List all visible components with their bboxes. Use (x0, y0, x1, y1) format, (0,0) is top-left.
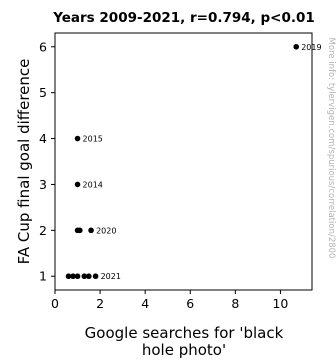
data-point-label: 2020 (96, 226, 116, 235)
x-tick-label: 8 (231, 296, 239, 311)
y-axis-label: FA Cup final goal difference (15, 59, 33, 265)
y-tick-label: 3 (39, 177, 47, 192)
x-axis-label-line-2: hole photo' (142, 341, 226, 359)
y-tick-label: 2 (39, 223, 47, 238)
y-axis: 1 2 3 4 5 6 (39, 39, 55, 284)
x-tick-label: 0 (51, 296, 59, 311)
data-point-label: 2015 (83, 135, 103, 144)
data-point (74, 181, 81, 188)
data-point (76, 227, 83, 234)
data-point-label: 2021 (101, 272, 121, 281)
data-point (70, 273, 76, 280)
data-point (65, 273, 72, 280)
data-point (92, 273, 99, 280)
x-axis: 0 2 4 6 8 10 (51, 290, 288, 311)
y-tick-label: 6 (39, 39, 47, 54)
data-point-label: 2014 (83, 180, 103, 189)
x-tick-label: 10 (272, 296, 288, 311)
y-tick-label: 1 (39, 269, 47, 284)
watermark-text: More info: tylervigen.com/spurious/corre… (326, 38, 336, 259)
y-tick-label: 4 (39, 131, 47, 146)
data-point (86, 273, 92, 280)
data-points: 2021 2020 2014 2015 2019 (65, 43, 322, 281)
y-tick-label: 5 (39, 85, 47, 100)
data-point (81, 273, 88, 280)
data-point-label: 2019 (301, 43, 321, 52)
x-tick-label: 2 (96, 296, 104, 311)
plot-area-frame (54, 32, 313, 291)
x-tick-label: 4 (141, 296, 149, 311)
data-point (88, 227, 94, 234)
chart-title: Years 2009-2021, r=0.794, p<0.01 (52, 10, 315, 26)
x-axis-label-line-1: Google searches for 'black (85, 324, 284, 342)
data-point (293, 43, 300, 50)
data-point (74, 273, 81, 280)
x-tick-label: 6 (186, 296, 194, 311)
data-point (74, 135, 81, 142)
